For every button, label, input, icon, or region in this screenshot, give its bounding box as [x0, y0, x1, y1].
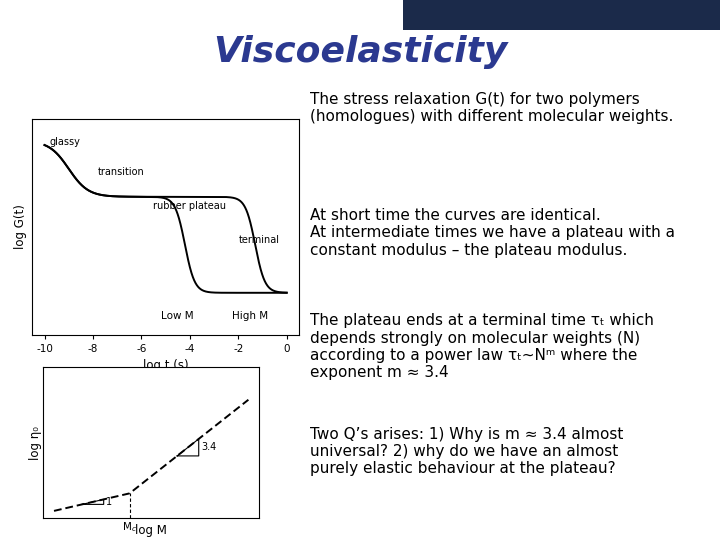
Y-axis label: log η₀: log η₀: [29, 426, 42, 460]
X-axis label: log M: log M: [135, 524, 167, 537]
Text: Low M: Low M: [161, 311, 194, 321]
Text: Viscoelasticity: Viscoelasticity: [213, 35, 507, 69]
Y-axis label: log G(t): log G(t): [14, 204, 27, 249]
Text: glassy: glassy: [50, 137, 80, 147]
Text: 3.4: 3.4: [201, 442, 216, 453]
Text: Functional Soft Matter: Functional Soft Matter: [457, 9, 607, 22]
Text: 1: 1: [106, 497, 112, 507]
Text: Two Q’s arises: 1) Why is m ≈ 3.4 almost
universal? 2) why do we have an almost
: Two Q’s arises: 1) Why is m ≈ 3.4 almost…: [310, 427, 623, 476]
Text: At short time the curves are identical.
At intermediate times we have a plateau : At short time the curves are identical. …: [310, 208, 675, 258]
Text: The plateau ends at a terminal time τₜ which
depends strongly on molecular weigh: The plateau ends at a terminal time τₜ w…: [310, 313, 654, 380]
Text: M$_c$: M$_c$: [122, 520, 137, 534]
Text: transition: transition: [98, 167, 145, 177]
Bar: [403, 0, 720, 30]
X-axis label: log t (s): log t (s): [143, 360, 189, 373]
Text: terminal: terminal: [238, 235, 279, 245]
Text: Centre for: Centre for: [421, 9, 493, 22]
Text: rubber plateau: rubber plateau: [153, 201, 227, 211]
Text: The stress relaxation G(t) for two polymers
(homologues) with different molecula: The stress relaxation G(t) for two polym…: [310, 92, 673, 124]
Text: High M: High M: [233, 311, 269, 321]
